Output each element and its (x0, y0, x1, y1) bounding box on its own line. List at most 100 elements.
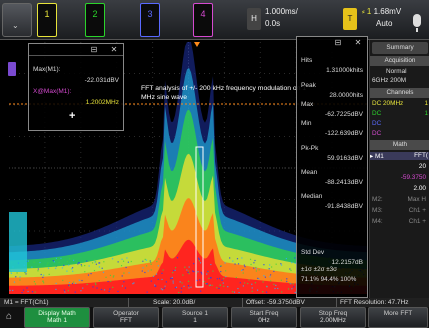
noise-dot (173, 270, 174, 271)
noise-dot (270, 280, 271, 281)
noise-dot (266, 292, 267, 293)
summary-tab[interactable]: Summary (372, 42, 428, 54)
left-noise (9, 212, 27, 272)
noise-dot (254, 260, 255, 261)
noise-dot (35, 291, 36, 292)
acquisition-header[interactable]: Acquisition (370, 56, 429, 66)
stat-item[interactable]: Min -122.639dBV (299, 120, 364, 138)
noise-dot (126, 257, 127, 258)
noise-dot (273, 284, 274, 285)
noise-dot (234, 292, 235, 293)
noise-dot (256, 268, 257, 269)
noise-dot (77, 263, 78, 264)
stat-item[interactable]: Median -91.8438dBV (299, 193, 364, 211)
panel-icon[interactable]: ⊟ (333, 39, 343, 47)
trigger-readout[interactable]: ⸗ 1 1.68mV Auto (362, 6, 401, 30)
stat-item[interactable]: Std Dev 12.2157dB (299, 249, 364, 267)
noise-dot (86, 260, 87, 261)
noise-dot (128, 262, 129, 263)
channel-scale: 1 (424, 100, 428, 107)
stat-item[interactable]: Hits 1.31000khits (299, 57, 364, 75)
home-icon[interactable]: ⌂ (6, 311, 18, 323)
noise-dot (247, 283, 248, 284)
close-icon[interactable]: ✕ (109, 46, 119, 54)
channel-row[interactable]: DC (372, 130, 428, 137)
noise-dot (62, 280, 63, 281)
noise-dot (41, 274, 42, 275)
main-menu-button[interactable]: ⌄ (2, 3, 32, 37)
math-row[interactable]: M4: Ch1 + (372, 218, 428, 225)
panel-icon[interactable]: ⊟ (89, 46, 99, 54)
math-header[interactable]: Math (370, 140, 429, 150)
math-row[interactable]: M2: Max H (372, 196, 428, 203)
softkey-1[interactable]: Display Math Math 1 (24, 307, 90, 328)
noise-dot (220, 265, 221, 266)
stat-item[interactable]: Mean -88.2413dBV (299, 169, 364, 187)
stat-item[interactable]: Pk-Pk 59.9163dBV (299, 145, 364, 163)
noise-dot (158, 265, 159, 266)
noise-dot (103, 272, 104, 273)
noise-dot (43, 282, 44, 283)
noise-dot (142, 267, 143, 268)
channel-row[interactable]: DC (372, 120, 428, 127)
noise-dot (113, 275, 114, 276)
noise-dot (150, 262, 151, 263)
noise-dot (225, 276, 226, 277)
noise-dot (229, 257, 230, 258)
noise-dot (291, 262, 292, 263)
noise-dot (210, 264, 211, 265)
softkey-5[interactable]: Stop Freq 2.00MHz (300, 307, 366, 328)
softkey-label: Display Math (25, 310, 89, 317)
noise-dot (248, 279, 249, 280)
channel-row[interactable]: DC 1 (372, 110, 428, 117)
noise-dot (68, 285, 69, 286)
noise-dot (178, 292, 179, 293)
channel-coupling: DC (372, 120, 381, 127)
noise-dot (265, 277, 266, 278)
noise-dot (84, 265, 85, 266)
histogram-stats-panel[interactable]: ⊟ ✕ Hits 1.31000khits Peak 28.0000hits Max -6… (296, 36, 368, 298)
noise-dot (144, 272, 145, 273)
noise-dot (118, 261, 119, 262)
stat-item[interactable]: Max -62.7225dBV (299, 101, 364, 119)
noise-dot (184, 267, 185, 268)
noise-dot (199, 279, 200, 280)
trigger-tab[interactable]: T (343, 8, 357, 30)
channel-4-tab[interactable]: 4 (193, 3, 213, 37)
softkey-3[interactable]: Source 11 (162, 307, 228, 328)
math-row[interactable]: M3: Ch1 + (372, 207, 428, 214)
math-ground-marker[interactable] (8, 62, 16, 76)
noise-dot (9, 290, 10, 291)
channels-header[interactable]: Channels (370, 88, 429, 98)
softkey-2[interactable]: Operator FFT (93, 307, 159, 328)
softkey-value: 0Hz (232, 317, 296, 324)
noise-dot (79, 280, 80, 281)
microphone-icon[interactable] (413, 14, 421, 27)
noise-dot (146, 265, 147, 266)
noise-dot (105, 277, 106, 278)
softkey-6[interactable]: More FFT (368, 307, 428, 328)
noise-dot (182, 274, 183, 275)
noise-dot (196, 280, 197, 281)
math-row[interactable]: ▸ M1 FFT( (370, 152, 429, 160)
softkey-4[interactable]: Start Freq 0Hz (231, 307, 297, 328)
noise-dot (197, 271, 198, 272)
channel-3-tab[interactable]: 3 (140, 3, 160, 37)
channel-1-tab[interactable]: 1 (37, 3, 57, 37)
noise-dot (80, 290, 81, 291)
channel-row[interactable]: DC 20MHz 1 (372, 100, 428, 107)
marker-readout-box[interactable]: ⊟ ✕ Max(M1): -22.031dBV X@Max(M1): 1.200… (28, 43, 124, 131)
noise-dot (75, 291, 76, 292)
noise-dot (12, 290, 13, 291)
close-icon[interactable]: ✕ (353, 39, 363, 47)
noise-dot (286, 281, 287, 282)
stat-item[interactable]: Peak 28.0000hits (299, 82, 364, 100)
horizontal-tab[interactable]: H (247, 8, 261, 30)
noise-dot (25, 273, 26, 274)
softkey-label: Stop Freq (301, 310, 365, 317)
softkey-label: Source 1 (163, 310, 227, 317)
add-icon[interactable]: + (69, 110, 75, 122)
channel-2-tab[interactable]: 2 (85, 3, 105, 37)
noise-dot (128, 272, 129, 273)
timebase-readout[interactable]: 1.000ms/ 0.0s (265, 6, 298, 30)
